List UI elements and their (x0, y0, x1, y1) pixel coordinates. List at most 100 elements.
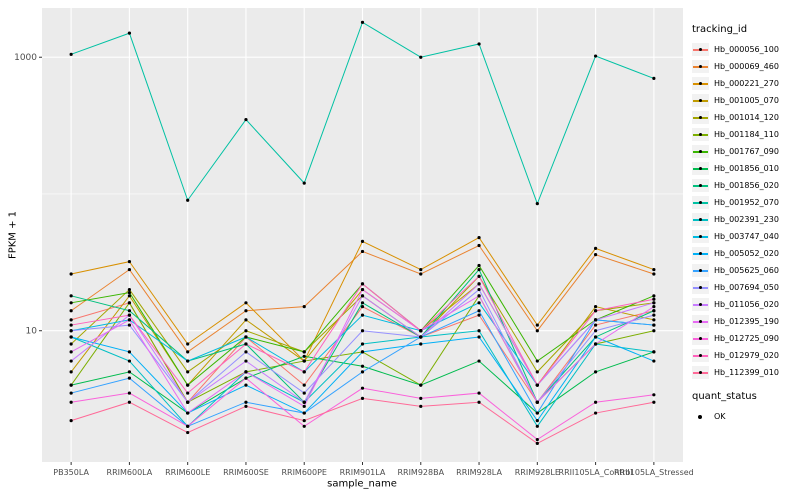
legend-item: Hb_005625_060 (692, 262, 798, 279)
data-point (652, 305, 656, 309)
data-point (419, 396, 423, 400)
data-point (186, 350, 190, 354)
data-point (360, 20, 365, 24)
data-point (477, 359, 481, 363)
data-point (360, 370, 365, 374)
data-point (419, 335, 423, 339)
legend-item-label: Hb_003747_040 (714, 232, 779, 241)
legend-item-ok: OK (692, 408, 798, 425)
black-point-icon (698, 414, 702, 419)
data-point (477, 400, 481, 404)
data-point (244, 376, 248, 380)
black-point-icon (699, 235, 702, 238)
legend-item-label: Hb_000069_460 (714, 62, 779, 71)
black-point-icon (699, 201, 702, 204)
point-key-icon (692, 410, 709, 423)
y-tick-label: 1000 (14, 53, 37, 63)
legend-item-label: Hb_007694_050 (714, 283, 779, 292)
y-tick-label: 10 (26, 327, 38, 337)
data-point (652, 313, 656, 317)
legend-item: Hb_000221_270 (692, 75, 798, 92)
data-point (127, 376, 132, 380)
data-point (69, 359, 73, 363)
data-point (360, 239, 365, 243)
legend-item: Hb_001767_090 (692, 143, 798, 160)
legend-key-icon (692, 281, 709, 294)
legend-item: Hb_001856_020 (692, 177, 798, 194)
data-point (360, 294, 365, 298)
legend-key-icon (692, 230, 709, 243)
data-point (535, 400, 539, 404)
legend-item-label: Hb_011056_020 (714, 300, 779, 309)
legend-item-label: Hb_002391_230 (714, 215, 779, 224)
legend-item-label: Hb_012979_020 (714, 351, 779, 360)
legend-key-icon (692, 315, 709, 328)
data-point (69, 323, 73, 327)
legend-item: Hb_001856_010 (692, 160, 798, 177)
data-point (360, 249, 365, 254)
legend-key-icon (692, 247, 709, 260)
data-point (535, 323, 539, 327)
black-point-icon (699, 371, 702, 374)
data-point (419, 267, 423, 272)
data-point (186, 430, 190, 435)
data-point (69, 419, 73, 423)
black-point-icon (699, 320, 702, 323)
data-point (69, 342, 73, 346)
legend-item-label: Hb_001184_110 (714, 130, 779, 139)
data-point (652, 272, 656, 276)
data-point (477, 301, 481, 305)
data-point (652, 359, 656, 363)
data-point (69, 391, 73, 395)
data-point (302, 383, 306, 387)
data-point (186, 391, 190, 395)
legend-item-label: OK (714, 412, 726, 421)
data-point (69, 400, 73, 404)
data-point (360, 305, 365, 309)
legend-key-icon (692, 77, 709, 90)
data-point (69, 350, 73, 354)
legend-key-icon (692, 111, 709, 124)
data-point (652, 309, 656, 313)
data-point (302, 391, 306, 395)
data-point (652, 297, 656, 301)
data-point (535, 419, 539, 423)
data-point (652, 301, 656, 305)
data-point (652, 267, 656, 272)
data-point (244, 117, 248, 122)
legend-key-icon (692, 179, 709, 192)
black-point-icon (699, 167, 702, 170)
data-point (127, 318, 132, 322)
x-tick-label: RRIM600LA (107, 468, 153, 477)
black-point-icon (699, 99, 702, 102)
data-point (535, 359, 539, 363)
legend-item: Hb_001184_110 (692, 126, 798, 143)
data-point (652, 329, 656, 333)
data-point (127, 301, 132, 305)
data-point (419, 272, 423, 276)
data-point (127, 370, 132, 374)
legend-key-icon (692, 264, 709, 277)
black-point-icon (699, 303, 702, 306)
data-point (302, 354, 306, 358)
data-point (360, 329, 365, 333)
data-point (652, 76, 656, 81)
data-point (535, 383, 539, 387)
data-point (302, 404, 306, 408)
data-point (186, 400, 190, 404)
data-point (69, 52, 73, 56)
data-point (477, 263, 481, 268)
data-point (652, 318, 656, 322)
data-point (186, 383, 190, 387)
legend-item: Hb_001005_070 (692, 92, 798, 109)
legend-item-label: Hb_001005_070 (714, 96, 779, 105)
legend-item: Hb_000056_100 (692, 41, 798, 58)
data-point (593, 305, 598, 309)
data-point (127, 359, 132, 363)
legend-item: Hb_002391_230 (692, 211, 798, 228)
x-tick-label: PB350LA (53, 468, 89, 477)
data-point (593, 329, 598, 333)
data-point (186, 411, 190, 415)
x-tick-label: RRIM600PE (281, 468, 327, 477)
legend-item: Hb_011056_020 (692, 296, 798, 313)
